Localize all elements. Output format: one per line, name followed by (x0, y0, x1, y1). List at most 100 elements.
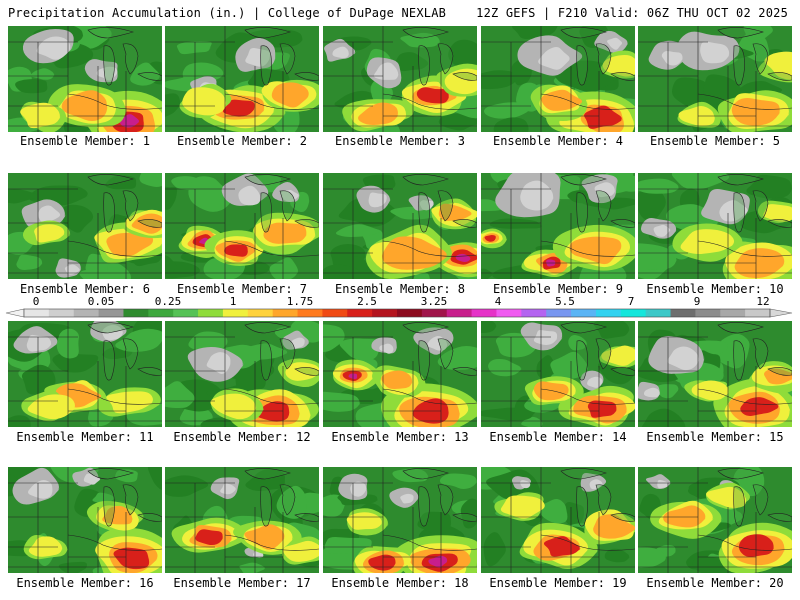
colorbar-swatch (546, 309, 572, 317)
lake-outline (752, 338, 769, 370)
lake-outline (122, 190, 139, 222)
precip-contour (428, 555, 448, 568)
ensemble-member-caption: Ensemble Member: 10 (646, 282, 784, 296)
lake-outline (103, 340, 115, 381)
precip-contour (483, 532, 508, 567)
colorbar-swatch (123, 309, 149, 317)
precip-contour (656, 384, 679, 399)
colorbar-swatch (496, 309, 522, 317)
ensemble-member-caption: Ensemble Member: 4 (492, 134, 624, 148)
precip-contour (34, 224, 66, 243)
colorbar-tick-label: 0.25 (155, 295, 182, 308)
geographic-borders (481, 321, 635, 427)
lake-outline (122, 484, 139, 516)
lake-outline (279, 338, 296, 370)
state-line (697, 93, 792, 110)
lake-outline (103, 45, 115, 86)
state-line (540, 93, 635, 110)
precip-contour (419, 200, 434, 211)
ensemble-member-map (8, 173, 162, 279)
geographic-borders (481, 173, 635, 279)
ensemble-member-caption: Ensemble Member: 19 (489, 576, 627, 590)
precip-contour (638, 178, 680, 194)
precip-contour (60, 204, 95, 233)
ensemble-member-map (8, 321, 162, 427)
colorbar-tick-label: 1.75 (287, 295, 314, 308)
ensemble-member-map (323, 467, 477, 573)
lake-outline (294, 513, 319, 522)
precip-contour (222, 99, 255, 117)
ensemble-member-caption: Ensemble Member: 20 (646, 576, 784, 590)
precip-contour (290, 321, 319, 343)
state-line (382, 534, 477, 551)
precip-map-svg (323, 467, 477, 573)
lake-outline (294, 219, 319, 228)
precip-contour (332, 46, 349, 59)
precip-contour (271, 82, 310, 108)
lake-outline (279, 484, 296, 516)
precip-contour (245, 47, 271, 67)
precip-contour (282, 540, 319, 562)
precip-contour (569, 236, 623, 265)
precip-contour (83, 473, 102, 485)
precip-contour (165, 255, 177, 276)
precip-contour (61, 90, 108, 122)
precip-contour (400, 493, 414, 504)
precip-contour (350, 481, 367, 497)
colorbar-tick-label: 7 (628, 295, 635, 308)
lake-outline (717, 174, 765, 186)
precip-contour (719, 200, 750, 222)
colorbar-tick-label: 0 (33, 295, 40, 308)
precip-contour (481, 268, 494, 279)
lake-outline (733, 340, 745, 381)
state-line (224, 534, 319, 551)
lake-outline (595, 43, 612, 75)
ensemble-member-map (638, 467, 792, 573)
precip-contour (119, 114, 141, 128)
precip-contour (587, 376, 603, 388)
precip-map-svg (165, 467, 319, 573)
lake-outline (560, 174, 608, 186)
precip-contour (427, 336, 448, 351)
ensemble-member-caption: Ensemble Member: 8 (334, 282, 466, 296)
precip-map-svg (8, 467, 162, 573)
lake-outline (717, 27, 765, 39)
state-line (697, 388, 792, 405)
state-line (67, 240, 162, 257)
lake-outline (103, 192, 115, 233)
state-line (540, 534, 635, 551)
precip-contour (38, 205, 62, 222)
precip-contour (20, 102, 61, 129)
precip-map-svg (323, 321, 477, 427)
precip-contour (481, 321, 497, 334)
colorbar-swatch (222, 309, 249, 317)
precip-contour (131, 213, 162, 234)
precip-contour (28, 536, 63, 557)
ensemble-member-map (481, 26, 635, 132)
precip-contour (667, 346, 700, 371)
ensemble-member-caption: Ensemble Member: 7 (176, 282, 308, 296)
precip-contour (52, 352, 99, 373)
precip-contour (381, 370, 413, 390)
precip-contour (165, 93, 182, 117)
precip-contour (604, 548, 631, 563)
colorbar-swatch (73, 309, 99, 317)
colorbar-swatch (247, 309, 274, 317)
lake-outline (452, 219, 477, 228)
precip-contour (195, 529, 224, 546)
precip-contour (373, 62, 399, 80)
precip-contour (587, 400, 617, 418)
model-run-info: 12Z GEFS | F210 Valid: 06Z THU OCT 02 20… (476, 6, 788, 20)
precip-contour (8, 189, 42, 204)
state-line (540, 388, 635, 405)
lake-outline (402, 322, 450, 334)
colorbar-swatch (148, 309, 174, 317)
ensemble-member-map (323, 321, 477, 427)
colorbar-swatch (695, 309, 721, 317)
ensemble-member-map (638, 321, 792, 427)
precip-contour (481, 70, 518, 90)
precip-contour (484, 102, 530, 119)
colorbar-swatch (471, 309, 497, 317)
lake-outline (260, 192, 272, 233)
lake-outline (137, 219, 162, 228)
